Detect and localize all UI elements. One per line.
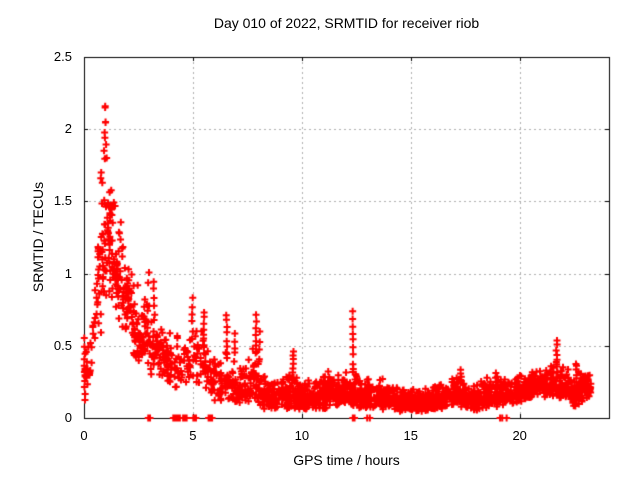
x-tick-label: 5 [189,428,197,443]
y-tick-label: 1.5 [53,193,72,209]
y-tick-label: 2.5 [53,49,72,64]
x-tick-label: 0 [80,428,88,443]
x-tick-label: 20 [512,428,527,443]
y-tick-label: 0 [64,410,72,425]
y-tick-label: 1 [64,265,72,281]
x-tick-label: 10 [294,428,310,443]
y-tick-label: 0.5 [53,337,72,353]
x-tick-label: 15 [403,428,418,443]
x-axis-label: GPS time / hours [293,452,400,468]
y-tick-label: 2 [64,121,72,137]
chart-title: Day 010 of 2022, SRMTID for receiver rio… [213,15,480,31]
